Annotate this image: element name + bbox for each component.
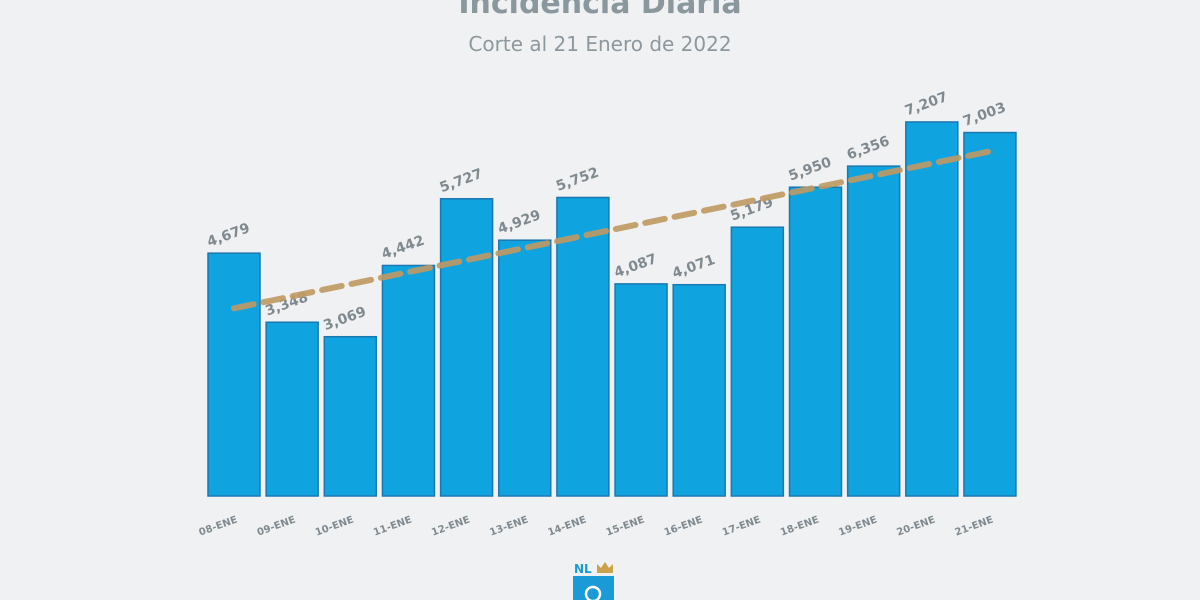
data-label: 4,071: [670, 252, 717, 282]
bar-08-ENE: [207, 252, 261, 497]
bar-12-ENE: [439, 198, 494, 497]
chart-title: Incidencia Diaria: [458, 0, 742, 21]
x-tick-label: 08-ENE: [198, 514, 240, 538]
x-tick-label: 17-ENE: [721, 514, 763, 538]
chart-subtitle: Corte al 21 Enero de 2022: [468, 32, 732, 56]
bar-21-ENE: [963, 131, 1017, 497]
data-label: 6,356: [845, 133, 892, 163]
x-tick-label: 13-ENE: [488, 514, 530, 538]
bar-14-ENE: [556, 196, 610, 497]
x-tick-label: 09-ENE: [256, 514, 298, 538]
x-tick-label: 20-ENE: [895, 514, 937, 538]
x-tick-label: 15-ENE: [605, 514, 647, 538]
bar-19-ENE: [846, 165, 901, 497]
bar-09-ENE: [265, 321, 319, 497]
data-label: 4,679: [205, 220, 252, 250]
trendline: [231, 148, 993, 312]
bar-15-ENE: [614, 283, 668, 497]
logo: NL: [573, 562, 614, 600]
data-label: 7,003: [961, 100, 1008, 130]
bar-16-ENE: [672, 283, 726, 497]
x-tick-label: 19-ENE: [837, 514, 879, 538]
x-tick-label: 11-ENE: [372, 514, 414, 538]
x-tick-label: 10-ENE: [314, 514, 356, 538]
data-label: 4,087: [612, 251, 659, 281]
x-tick-label: 18-ENE: [779, 514, 821, 538]
data-label: 5,727: [438, 166, 485, 196]
data-label: 5,950: [787, 154, 834, 184]
bar-17-ENE: [730, 226, 785, 497]
data-label: 4,442: [380, 233, 427, 263]
data-label: 3,069: [321, 304, 368, 334]
data-label: 7,207: [903, 89, 950, 119]
svg-text:NL: NL: [574, 562, 592, 576]
x-tick-label: 14-ENE: [546, 514, 588, 538]
bar-10-ENE: [323, 335, 378, 497]
x-tick-label: 12-ENE: [430, 514, 472, 538]
data-label: 5,752: [554, 165, 601, 195]
x-tick-label: 21-ENE: [954, 514, 996, 538]
data-label: 4,929: [496, 207, 543, 237]
bar-18-ENE: [788, 186, 843, 497]
bar-20-ENE: [905, 121, 959, 497]
bar-11-ENE: [381, 264, 436, 497]
x-tick-label: 16-ENE: [663, 514, 705, 538]
bar-13-ENE: [498, 239, 552, 497]
